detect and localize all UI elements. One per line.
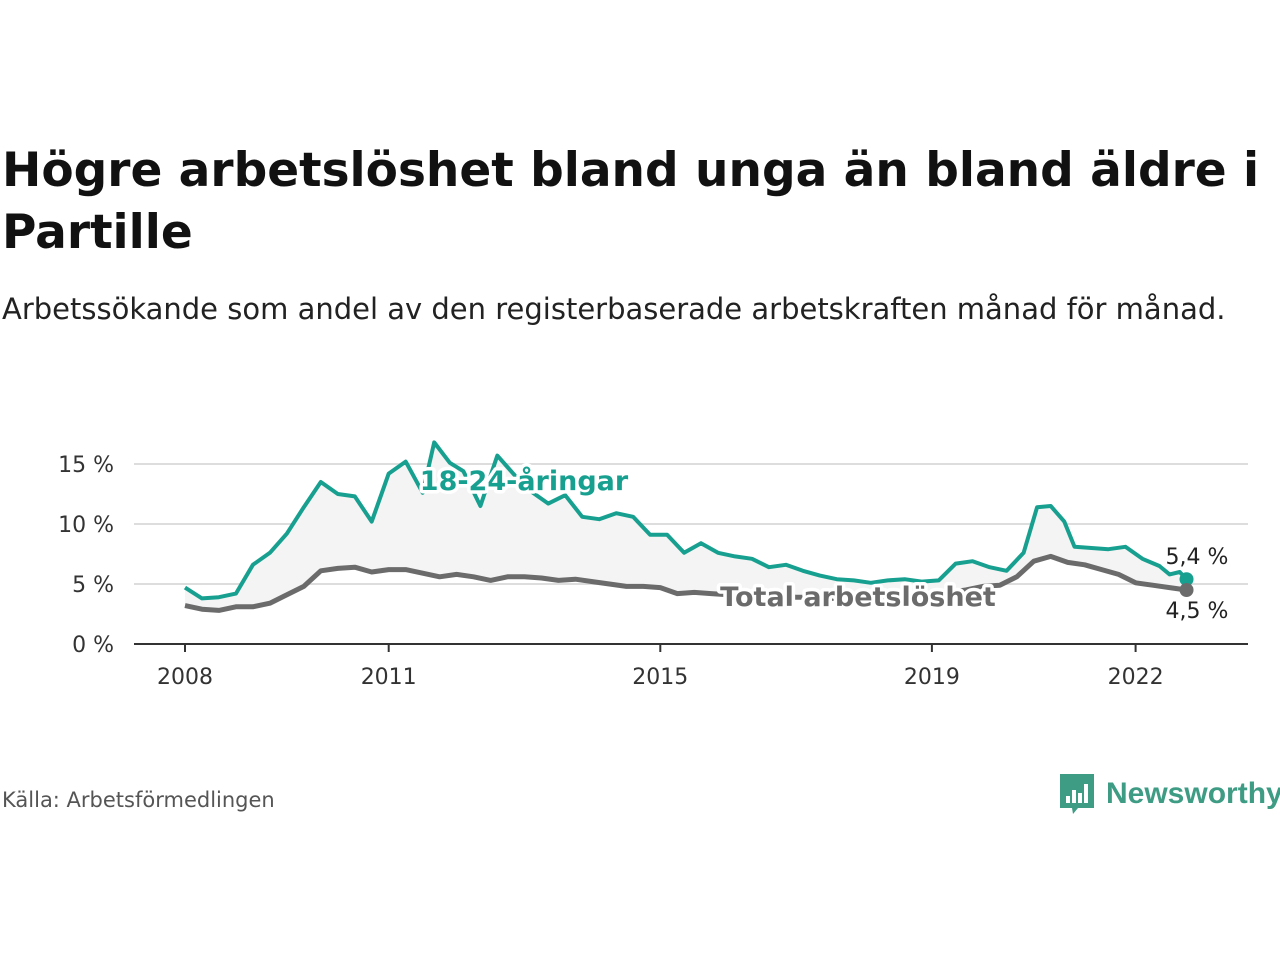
difference-band xyxy=(185,442,1187,611)
end-point-youth xyxy=(1179,572,1194,587)
x-tick-label: 2022 xyxy=(1108,665,1164,690)
source-note: Källa: Arbetsförmedlingen xyxy=(2,788,275,812)
series-label-total: Total arbetslöshet xyxy=(720,582,996,613)
x-tick-label: 2019 xyxy=(904,665,960,690)
y-tick-label: 15 % xyxy=(58,453,114,478)
x-tick-label: 2008 xyxy=(157,665,213,690)
brand-name: Newsworthy xyxy=(1106,777,1280,810)
brand[interactable]: Newsworthy xyxy=(1058,772,1280,816)
y-tick-label: 5 % xyxy=(72,573,114,598)
y-tick-label: 10 % xyxy=(58,513,114,538)
bar-chart-speech-bubble-icon xyxy=(1060,774,1094,814)
series-label-youth: 18-24-åringar xyxy=(420,465,629,497)
end-label-youth: 5,4 % xyxy=(1166,545,1229,570)
series-line-youth xyxy=(183,440,1188,601)
end-label-total: 4,5 % xyxy=(1166,599,1229,624)
chart-title: Högre arbetslöshet bland unga än bland ä… xyxy=(2,143,1260,260)
line-chart: 0 % 5 % 10 % 15 % 2008 2011 2015 2019 2022 18-24… xyxy=(58,440,1248,690)
series-line-total xyxy=(184,553,1187,613)
x-tick-label: 2011 xyxy=(361,665,417,690)
y-tick-label: 0 % xyxy=(72,633,114,658)
x-tick-label: 2015 xyxy=(632,665,688,690)
chart-subtitle: Arbetssökande som andel av den registerb… xyxy=(2,292,1226,326)
end-point-total xyxy=(1179,583,1194,597)
